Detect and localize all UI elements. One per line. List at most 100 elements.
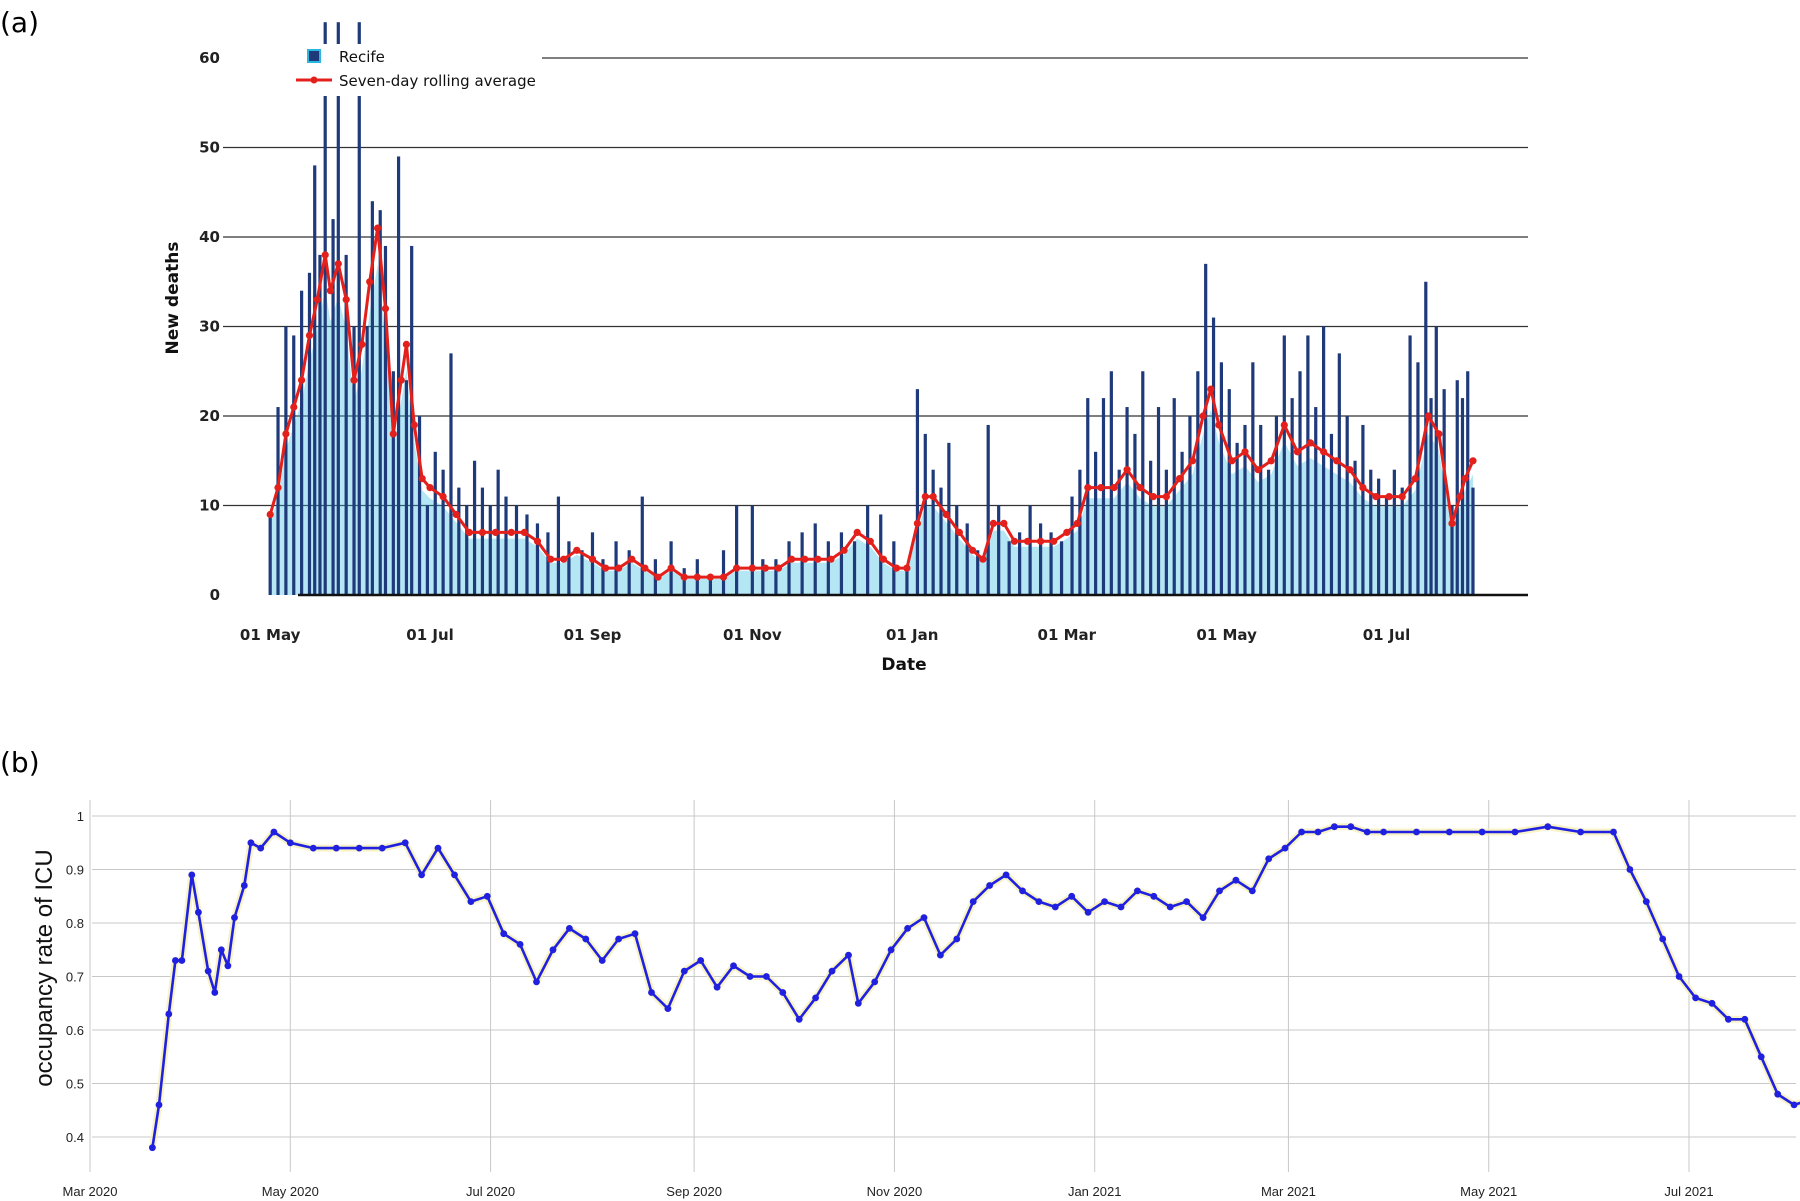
occupancy-point [257, 844, 265, 852]
occupancy-point [1166, 903, 1174, 911]
bar [300, 290, 304, 595]
bar [905, 568, 909, 595]
panel-b-occupancy-line [148, 823, 1800, 1152]
rolling-average-point [879, 555, 888, 563]
occupancy-point [533, 978, 540, 986]
bar [931, 469, 935, 595]
bar [404, 380, 409, 595]
rolling-average-point [1385, 493, 1393, 501]
legend-line-marker [310, 76, 318, 84]
rolling-average-point [1189, 457, 1197, 465]
occupancy-point [1002, 871, 1010, 879]
rolling-average-point [1123, 466, 1131, 474]
occupancy-point [172, 957, 179, 964]
rolling-average-point [654, 573, 662, 581]
bar [1353, 460, 1357, 595]
bar [986, 424, 990, 595]
rolling-average-point [1359, 484, 1367, 492]
rolling-average-point [788, 555, 796, 563]
bar [923, 433, 927, 595]
occupancy-point [500, 930, 508, 938]
panel-a: (a) 0 10 20 30 40 50 60 01 May 01 Jul 01 Sep 01 N… [0, 6, 1528, 675]
rolling-average-point [1241, 448, 1249, 456]
occupancy-point [1642, 898, 1650, 905]
bar [866, 505, 870, 595]
bar [268, 514, 272, 595]
bar [352, 326, 356, 595]
rolling-average-point [266, 510, 274, 519]
rolling-average-point [1149, 493, 1157, 501]
rolling-average-point [1254, 466, 1262, 474]
rolling-average-point [342, 296, 350, 304]
rolling-average-point [397, 376, 405, 384]
rolling-average-point [1306, 439, 1315, 447]
rolling-average-point [667, 564, 675, 572]
rolling-average-point [1037, 537, 1045, 545]
bar [774, 559, 778, 595]
panel-b: (b) 0.4 0.5 0.6 0.7 0.8 0.9 1 Mar 2020 May 2020… [0, 746, 1800, 1199]
x-tick-label-a-0: 01 May [240, 626, 301, 644]
x-tick-label-b-6: Mar 2021 [1261, 1184, 1316, 1199]
bar [1018, 532, 1022, 595]
rolling-average-point [1411, 475, 1419, 483]
bar [1345, 416, 1349, 595]
bar [383, 245, 388, 595]
bar [640, 496, 644, 595]
rolling-average-point [1280, 421, 1288, 429]
bar [1196, 371, 1200, 595]
panel-a-x-tick-labels: 01 May 01 Jul 01 Sep 01 Nov 01 Jan 01 Mar 01 M… [240, 626, 1410, 644]
rolling-average-point [402, 340, 410, 348]
rolling-average-point [520, 528, 529, 537]
legend-entry-line: Seven-day rolling average [339, 72, 536, 90]
rolling-average-point [573, 546, 581, 554]
rolling-average-point [389, 430, 397, 438]
bar [370, 201, 374, 595]
bar [1466, 371, 1470, 595]
x-tick-label-a-3: 01 Nov [723, 626, 782, 644]
occupancy-point [1380, 828, 1387, 836]
bar [378, 210, 382, 595]
bar [1149, 460, 1153, 595]
bar [1369, 469, 1373, 595]
occupancy-point [812, 994, 819, 1002]
bar [313, 165, 317, 595]
bar [1086, 398, 1090, 595]
bar [567, 541, 571, 595]
rolling-average-point [426, 484, 434, 492]
bar [1306, 335, 1310, 595]
bar [391, 371, 395, 595]
occupancy-point [795, 1015, 803, 1023]
occupancy-point [1331, 823, 1338, 831]
bar [1109, 371, 1113, 595]
y-tick-label-a-20: 20 [199, 407, 220, 425]
occupancy-point [1774, 1090, 1782, 1098]
occupancy-point [204, 967, 212, 975]
occupancy-point [1150, 892, 1158, 900]
bar [1455, 380, 1459, 595]
rolling-average-point [1424, 412, 1432, 420]
bar [1400, 487, 1404, 595]
bar [839, 532, 844, 595]
rolling-average-point [465, 528, 473, 537]
rolling-average-point [892, 564, 901, 572]
rolling-average-point [350, 376, 358, 384]
rolling-average-point [547, 555, 555, 563]
occupancy-point [549, 946, 557, 954]
bar [1117, 469, 1121, 595]
bar [331, 219, 335, 595]
occupancy-point [1610, 828, 1617, 836]
rolling-average-point [801, 555, 809, 563]
occupancy-point [845, 951, 852, 959]
y-tick-label-a-40: 40 [199, 228, 220, 246]
occupancy-point [1019, 887, 1026, 895]
rolling-average-point [1435, 430, 1443, 438]
occupancy-point [986, 882, 993, 889]
occupancy-point [516, 941, 524, 948]
rolling-average-point [1448, 519, 1456, 528]
legend-bar-swatch [307, 49, 321, 63]
occupancy-point [1708, 999, 1716, 1007]
y-tick-label-a-60: 60 [199, 49, 220, 67]
bar [1235, 442, 1239, 595]
panel-a-y-tick-labels: 0 10 20 30 40 50 60 [199, 49, 220, 604]
